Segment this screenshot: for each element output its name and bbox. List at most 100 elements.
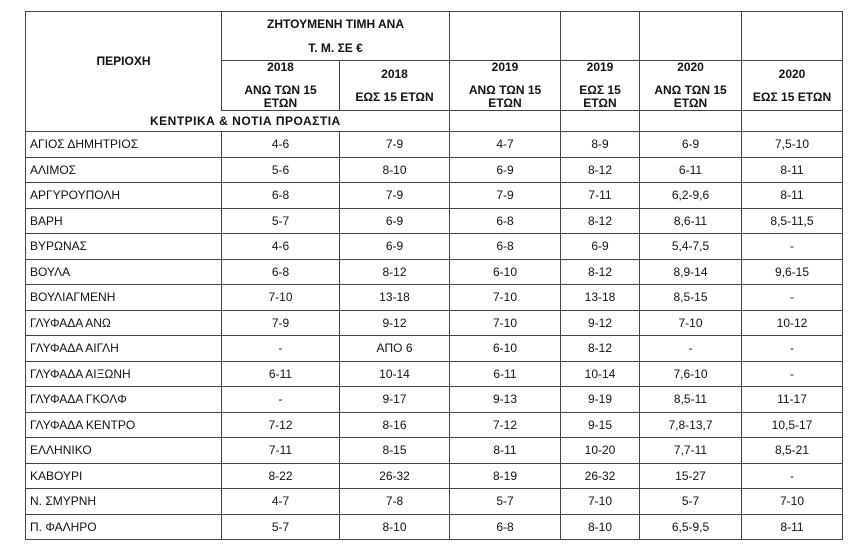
price-cell: 7-10 [449,309,561,336]
price-cell: 8-15 [339,437,450,464]
price-cell: 6-11 [639,156,742,183]
price-cell: 10-14 [339,360,450,387]
year-label: 2018 [267,60,294,74]
price-cell: 6-8 [221,258,340,285]
region-cell: ΓΛΥΦΑΔΑ ΑΙΓΛΗ [25,335,222,362]
price-cell: 7-9 [221,309,340,336]
price-cell: 6-8 [449,207,561,234]
year-header-0: 2018 ΑΝΩ ΤΩΝ 15 ΕΤΩΝ [221,60,340,111]
table-row: ΒΟΥΛΑ 6-8 8-12 6-10 8-12 8,9-14 9,6-15 [25,258,843,285]
price-title-header: ΖΗΤΟΥΜΕΝΗ ΤΙΜΗ ΑΝΑ Τ. Μ. ΣΕ € [221,11,450,61]
price-cell: 8-11 [741,513,843,540]
price-cell: 6,5-9,5 [639,513,742,540]
region-cell: ΓΛΥΦΑΔΑ ΑΙΞΩΝΗ [25,360,222,387]
price-cell: 7-10 [449,284,561,311]
table-row: ΓΛΥΦΑΔΑ ΑΙΞΩΝΗ 6-11 10-14 6-11 10-14 7,6-10- [25,360,843,387]
table-row: ΓΛΥΦΑΔΑ ΚΕΝΤΡΟ 7-12 8-16 7-12 9-15 7,8-13,7 10… [25,411,843,438]
header-empty-cell [741,11,843,61]
table-row: ΑΡΓΥΡΟΥΠΟΛΗ 6-8 7-9 7-9 7-11 6,2-9,6 8-11 [25,182,843,209]
price-cell: 6-8 [449,233,561,260]
year-header-5: 2020 ΕΩΣ 15 ΕΤΩΝ [741,60,843,111]
table-row: Ν. ΣΜΥΡΝΗ 4-7 7-8 5-7 7-10 5-7 7-10 [25,488,843,515]
price-cell: 15-27 [639,462,742,489]
price-cell: 8-11 [449,437,561,464]
price-cell: 6-8 [221,182,340,209]
price-cell: 6-10 [449,258,561,285]
price-cell: 26-32 [560,462,640,489]
year-header-3: 2019 ΕΩΣ 15 ΕΤΩΝ [560,60,640,111]
section-empty-cell [449,110,561,132]
price-cell: 5-6 [221,156,340,183]
price-cell: 8-16 [339,411,450,438]
price-cell: 7-9 [449,182,561,209]
price-cell: 8-11 [741,182,843,209]
table-row: ΓΛΥΦΑΔΑ ΓΚΟΛΦ -9-17 9-13 9-19 8,5-11 11-17 [25,386,843,413]
price-cell: 6-8 [449,513,561,540]
year-label: 2018 [381,66,408,81]
price-cell: 9-12 [560,309,640,336]
header-row-years: 2018 ΑΝΩ ΤΩΝ 15 ΕΤΩΝ 2018 ΕΩΣ 15 ΕΤΩΝ 2019 ΑΝΩ… [26,60,843,111]
header-empty-cell [560,11,640,61]
price-cell: 7,5-10 [741,131,843,158]
price-cell: 6,2-9,6 [639,182,742,209]
price-cell: 9-15 [560,411,640,438]
price-cell: 9-17 [339,386,450,413]
price-cell: 5-7 [449,488,561,515]
price-cell: 8-19 [449,462,561,489]
price-cell: 6-11 [221,360,340,387]
section-empty-cell [741,110,843,132]
price-cell: 13-18 [339,284,450,311]
year-header-4: 2020 ΑΝΩ ΤΩΝ 15 ΕΤΩΝ [639,60,742,111]
age-group-label: ΑΝΩ ΤΩΝ 15 [654,83,727,97]
section-empty-cell [560,110,640,132]
section-empty-cell [639,110,742,132]
region-cell: ΓΛΥΦΑΔΑ ΚΕΝΤΡΟ [25,411,222,438]
price-cell: 7-9 [339,131,450,158]
price-cell: 8,5-11 [639,386,742,413]
age-group-label: ΕΤΩΝ [583,96,617,110]
price-cell: 7-11 [221,437,340,464]
region-cell: ΑΛΙΜΟΣ [25,156,222,183]
price-cell: 6-9 [339,207,450,234]
price-cell: - [221,335,340,362]
region-cell: ΑΓΙΟΣ ΔΗΜΗΤΡΙΟΣ [25,131,222,158]
region-cell: ΓΛΥΦΑΔΑ ΑΝΩ [25,309,222,336]
price-cell: 10-20 [560,437,640,464]
price-cell: 7,8-13,7 [639,411,742,438]
price-cell: - [221,386,340,413]
price-cell: 7,6-10 [639,360,742,387]
price-cell: - [741,335,843,362]
price-cell: 8-10 [339,156,450,183]
header-row-title: ΠΕΡΙΟΧΗ ΖΗΤΟΥΜΕΝΗ ΤΙΜΗ ΑΝΑ Τ. Μ. ΣΕ € [25,11,843,111]
age-group-label: ΕΩΣ 15 ΕΤΩΝ [355,89,434,104]
price-cell: ΑΠΟ 6 [339,335,450,362]
region-cell: Ν. ΣΜΥΡΝΗ [25,488,222,515]
price-cell: 7-10 [741,488,843,515]
price-cell: 8-10 [339,513,450,540]
price-cell: 6-9 [560,233,640,260]
price-cell: 9-13 [449,386,561,413]
price-cell: 7-8 [339,488,450,515]
price-table: ΠΕΡΙΟΧΗ ΖΗΤΟΥΜΕΝΗ ΤΙΜΗ ΑΝΑ Τ. Μ. ΣΕ € 20… [25,11,843,540]
price-cell: - [741,462,843,489]
price-cell: 6-9 [339,233,450,260]
price-cell: - [741,284,843,311]
price-cell: 11-17 [741,386,843,413]
table-row: ΓΛΥΦΑΔΑ ΑΝΩ 7-9 9-12 7-10 9-12 7-10 10-12 [25,309,843,336]
section-title: ΚΕΝΤΡΙΚΑ & ΝΟΤΙΑ ΠΡΟΑΣΤΙΑ [25,110,450,132]
price-cell: 8-12 [560,335,640,362]
age-group-label: ΕΩΣ 15 ΕΤΩΝ [752,89,832,104]
price-cell: 10,5-17 [741,411,843,438]
price-cell: 8,5-15 [639,284,742,311]
age-group-label: ΑΝΩ ΤΩΝ 15 [468,83,542,97]
price-cell: 5-7 [221,207,340,234]
region-cell: ΒΟΥΛΑ [25,258,222,285]
region-cell: ΕΛΛΗΝΙΚΟ [25,437,222,464]
price-cell: 7-11 [560,182,640,209]
year-label: 2019 [586,60,614,74]
price-cell: 9,6-15 [741,258,843,285]
price-cell: 7-10 [560,488,640,515]
table-row: ΑΛΙΜΟΣ 5-6 8-10 6-9 8-12 6-11 8-11 [25,156,843,183]
region-cell: ΑΡΓΥΡΟΥΠΟΛΗ [25,182,222,209]
price-cell: 6-10 [449,335,561,362]
